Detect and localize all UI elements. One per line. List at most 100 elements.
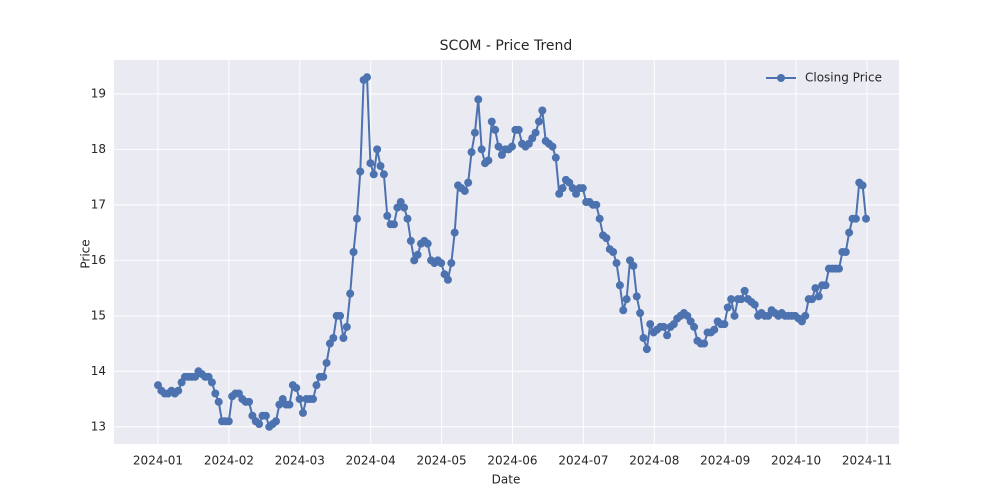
point bbox=[484, 156, 493, 165]
point bbox=[214, 397, 223, 406]
point bbox=[636, 309, 645, 318]
y-axis-label: Price bbox=[79, 239, 93, 268]
point bbox=[615, 281, 624, 290]
point bbox=[494, 142, 503, 151]
point bbox=[369, 170, 378, 179]
y-tick-label: 17 bbox=[91, 197, 106, 211]
point bbox=[366, 159, 375, 168]
x-tick-label: 2024-03 bbox=[275, 454, 325, 468]
point bbox=[821, 281, 830, 290]
point bbox=[720, 320, 729, 329]
point bbox=[750, 300, 759, 309]
point bbox=[437, 259, 446, 268]
point bbox=[261, 411, 270, 420]
point bbox=[450, 228, 459, 237]
point bbox=[538, 106, 547, 115]
point bbox=[592, 200, 601, 209]
point bbox=[477, 145, 486, 154]
point bbox=[207, 378, 216, 387]
x-tick-label: 2024-07 bbox=[558, 454, 608, 468]
point bbox=[814, 292, 823, 301]
point bbox=[531, 128, 540, 137]
x-axis-label: Date bbox=[492, 473, 521, 487]
point bbox=[474, 95, 483, 104]
point bbox=[548, 142, 557, 151]
point bbox=[730, 311, 739, 320]
point bbox=[255, 420, 264, 429]
point bbox=[356, 167, 365, 176]
y-tick-label: 13 bbox=[91, 419, 106, 433]
y-tick-label: 16 bbox=[91, 253, 106, 267]
point bbox=[862, 214, 870, 223]
x-tick-label: 2024-11 bbox=[842, 454, 892, 468]
point bbox=[319, 372, 328, 381]
point bbox=[174, 386, 183, 395]
point bbox=[292, 383, 301, 392]
point bbox=[811, 284, 820, 293]
point bbox=[558, 184, 567, 193]
point bbox=[467, 148, 476, 157]
point bbox=[339, 334, 348, 343]
point bbox=[336, 311, 345, 320]
x-tick-label: 2024-02 bbox=[204, 454, 254, 468]
legend-marker bbox=[777, 74, 785, 82]
point bbox=[352, 214, 361, 223]
point bbox=[470, 128, 479, 137]
point bbox=[363, 73, 372, 82]
point bbox=[272, 417, 280, 426]
point bbox=[400, 203, 409, 212]
point bbox=[298, 408, 307, 417]
x-tick-label: 2024-01 bbox=[133, 454, 183, 468]
point bbox=[851, 214, 860, 223]
point bbox=[737, 295, 746, 304]
point bbox=[578, 184, 587, 193]
point bbox=[406, 236, 415, 245]
point bbox=[619, 306, 628, 315]
point bbox=[464, 178, 473, 187]
point bbox=[312, 381, 321, 390]
point bbox=[487, 117, 496, 126]
point bbox=[841, 248, 850, 256]
plot-area bbox=[114, 60, 899, 444]
point bbox=[727, 295, 736, 304]
y-tick-label: 19 bbox=[91, 86, 106, 100]
y-tick-label: 18 bbox=[91, 142, 106, 156]
point bbox=[508, 142, 516, 151]
point bbox=[632, 292, 641, 301]
point bbox=[460, 186, 469, 195]
point bbox=[373, 145, 382, 154]
point bbox=[622, 295, 631, 304]
point bbox=[801, 311, 810, 320]
point bbox=[612, 259, 621, 268]
point bbox=[295, 395, 304, 404]
point bbox=[595, 214, 604, 223]
point bbox=[443, 275, 452, 284]
point bbox=[602, 234, 611, 243]
chart-title: SCOM - Price Trend bbox=[440, 38, 573, 54]
point bbox=[413, 250, 422, 259]
x-tick-label: 2024-09 bbox=[700, 454, 750, 468]
point bbox=[845, 228, 854, 237]
point bbox=[322, 358, 331, 367]
point bbox=[609, 248, 618, 256]
point bbox=[342, 322, 351, 331]
point bbox=[835, 264, 844, 273]
point bbox=[690, 322, 699, 331]
point bbox=[245, 397, 254, 406]
point bbox=[642, 345, 651, 354]
point bbox=[514, 125, 523, 134]
point bbox=[390, 220, 398, 229]
x-tick-label: 2024-08 bbox=[629, 454, 679, 468]
y-tick-label: 14 bbox=[91, 364, 106, 378]
point bbox=[447, 259, 456, 268]
legend-label: Closing Price bbox=[805, 71, 882, 85]
point bbox=[423, 239, 432, 248]
point bbox=[224, 417, 233, 426]
point bbox=[211, 389, 220, 398]
point bbox=[376, 161, 385, 170]
x-tick-label: 2024-06 bbox=[487, 454, 537, 468]
point bbox=[309, 395, 318, 404]
point bbox=[858, 181, 867, 190]
point bbox=[700, 339, 709, 348]
point bbox=[349, 248, 358, 256]
